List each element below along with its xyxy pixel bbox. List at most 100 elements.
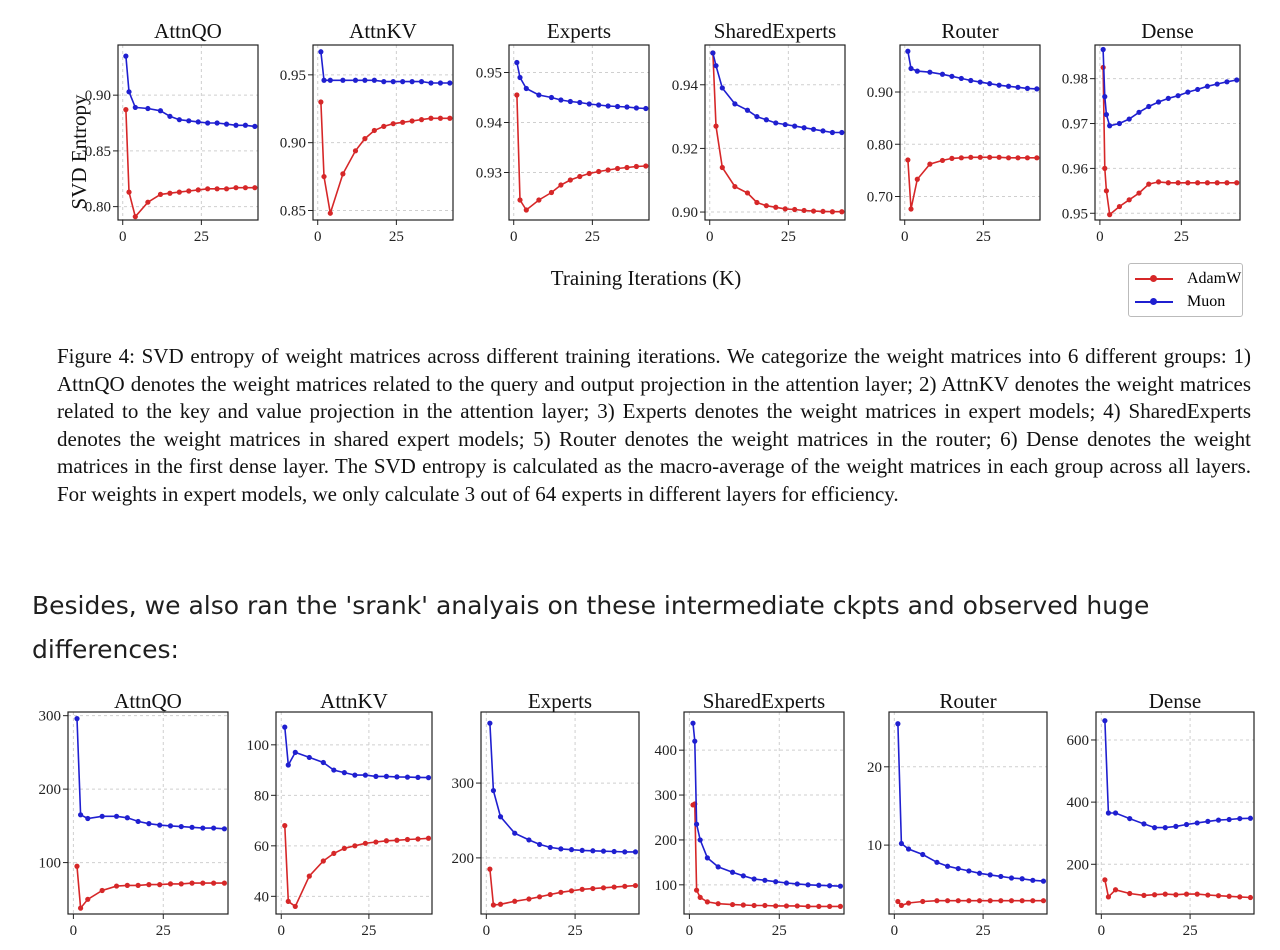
data-point-muon — [810, 126, 817, 132]
data-point-adamw — [987, 898, 993, 904]
subplot-title: SharedExperts — [714, 19, 836, 43]
data-point-adamw — [221, 880, 228, 886]
data-point-adamw — [157, 882, 163, 888]
data-point-muon — [167, 113, 173, 119]
x-tick-label: 25 — [781, 229, 796, 245]
data-point-muon — [285, 762, 291, 768]
data-point-muon — [762, 877, 768, 883]
series-line-muon — [897, 723, 1044, 882]
data-point-muon — [400, 79, 406, 85]
data-point-adamw — [390, 121, 396, 127]
data-point-muon — [754, 113, 760, 120]
data-point-muon — [949, 73, 955, 79]
data-point-muon — [987, 872, 993, 878]
data-point-adamw — [318, 99, 324, 105]
y-tick-label: 0.80 — [85, 200, 111, 216]
y-tick-label: 0.94 — [476, 116, 503, 132]
series-line-muon — [1104, 720, 1251, 829]
data-point-adamw — [1237, 894, 1243, 900]
data-point-adamw — [320, 858, 326, 864]
data-point-muon — [773, 879, 779, 885]
series-line-adamw — [516, 94, 646, 212]
data-point-adamw — [939, 157, 946, 164]
data-point-muon — [135, 818, 141, 825]
data-point-muon — [914, 68, 920, 74]
data-point-muon — [600, 848, 607, 854]
data-point-muon — [690, 720, 696, 726]
y-tick-label: 0.90 — [672, 205, 698, 221]
data-point-adamw — [704, 899, 710, 905]
data-point-muon — [77, 812, 84, 818]
data-point-muon — [1040, 878, 1047, 884]
data-point-muon — [321, 77, 327, 83]
data-point-muon — [200, 825, 206, 831]
data-point-muon — [362, 77, 368, 83]
y-tick-label: 100 — [247, 738, 270, 754]
data-point-adamw — [186, 188, 192, 194]
data-point-muon — [404, 774, 411, 780]
data-point-adamw — [362, 136, 368, 142]
data-point-adamw — [1107, 212, 1113, 218]
x-tick-label: 25 — [772, 923, 787, 939]
data-point-adamw — [914, 176, 920, 182]
data-point-adamw — [1162, 891, 1168, 897]
data-point-muon — [966, 868, 972, 874]
data-point-muon — [176, 117, 182, 123]
data-point-muon — [794, 881, 800, 887]
data-point-adamw — [536, 894, 543, 900]
data-point-muon — [186, 118, 192, 124]
data-point-muon — [1103, 111, 1110, 118]
body-paragraph: Besides, we also ran the 'srank' analyai… — [32, 591, 1150, 664]
data-point-adamw — [1224, 180, 1230, 186]
data-point-adamw — [763, 203, 769, 209]
data-point-muon — [1005, 83, 1012, 89]
data-point-muon — [958, 75, 964, 82]
data-point-muon — [487, 720, 493, 726]
data-point-adamw — [487, 866, 493, 872]
figure-caption: Figure 4: SVD entropy of weight matrices… — [57, 344, 1251, 506]
data-point-muon — [704, 855, 710, 861]
subplot-title: Dense — [1149, 690, 1201, 713]
plot-frame — [683, 711, 845, 915]
plot-frame — [704, 44, 846, 221]
data-point-adamw — [783, 903, 790, 909]
data-point-muon — [447, 80, 453, 86]
data-point-adamw — [321, 173, 327, 180]
data-point-muon — [425, 775, 432, 781]
y-tick-label: 20 — [867, 760, 882, 776]
data-point-muon — [1127, 815, 1133, 822]
data-point-adamw — [643, 163, 649, 169]
data-point-adamw — [428, 115, 434, 121]
data-point-adamw — [810, 208, 817, 214]
x-tick-label: 25 — [194, 229, 209, 245]
data-point-muon — [713, 63, 719, 69]
data-point-adamw — [373, 839, 379, 845]
data-point-muon — [415, 774, 421, 780]
data-point-muon — [1116, 120, 1123, 127]
data-point-adamw — [352, 843, 358, 849]
data-point-adamw — [558, 889, 564, 895]
subplot-attnkv-7: 0 25 40 60 80 100 AttnKV — [247, 690, 433, 939]
data-point-muon — [719, 85, 725, 91]
data-point-adamw — [837, 903, 844, 909]
data-point-adamw — [242, 185, 249, 191]
data-point-muon — [282, 724, 288, 730]
data-point-adamw — [1008, 898, 1015, 904]
x-tick-label: 25 — [585, 229, 600, 245]
data-point-muon — [944, 863, 951, 869]
data-point-adamw — [189, 880, 195, 886]
data-point-adamw — [579, 886, 585, 892]
series-line-muon — [692, 723, 841, 887]
subplot-title: AttnQO — [114, 690, 182, 713]
data-point-muon — [895, 721, 901, 727]
x-tick-label: 0 — [706, 229, 714, 245]
data-point-muon — [977, 79, 983, 85]
data-point-adamw — [719, 164, 725, 171]
data-point-muon — [1151, 825, 1158, 831]
data-point-muon — [1165, 95, 1171, 101]
data-point-adamw — [996, 154, 1002, 160]
data-point-muon — [1194, 820, 1200, 826]
y-tick-label: 10 — [867, 838, 882, 854]
data-point-muon — [692, 738, 698, 744]
y-tick-label: 0.95 — [476, 66, 502, 82]
